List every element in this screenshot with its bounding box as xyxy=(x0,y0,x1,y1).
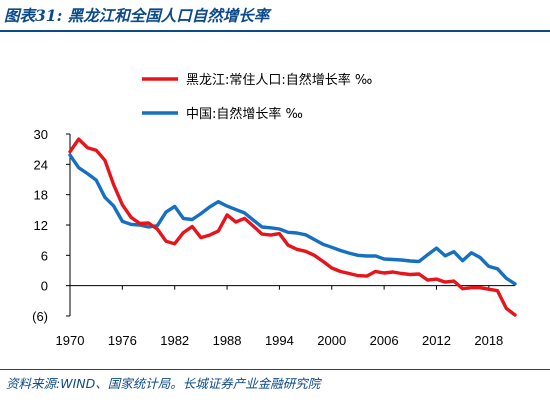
y-tick-label: 18 xyxy=(34,188,48,203)
legend-label: 黑龙江:常住人口:自然增长率 ‰ xyxy=(186,72,372,88)
x-tick-label: 1982 xyxy=(160,333,189,348)
legend-label: 中国:自然增长率 ‰ xyxy=(186,106,303,122)
legend: 黑龙江:常住人口:自然增长率 ‰ 中国:自然增长率 ‰ xyxy=(142,72,372,122)
series-layer xyxy=(68,137,517,317)
x-tick-label: 2012 xyxy=(422,333,451,348)
source-divider xyxy=(0,369,550,370)
title-divider xyxy=(0,30,550,32)
y-tick-label: (6) xyxy=(32,309,48,324)
y-tick-label: 6 xyxy=(41,248,48,263)
x-tick-label: 1970 xyxy=(56,333,85,348)
legend-item-heilongjiang: 黑龙江:常住人口:自然增长率 ‰ xyxy=(142,72,372,88)
y-tick-label: 0 xyxy=(41,279,48,294)
legend-item-china: 中国:自然增长率 ‰ xyxy=(142,106,303,122)
x-tick-label: 1976 xyxy=(108,333,137,348)
series-line-heilongjiang xyxy=(68,137,517,317)
x-tick-label: 2000 xyxy=(317,333,346,348)
x-tick-label: 1988 xyxy=(213,333,242,348)
series-line-china xyxy=(68,153,517,286)
source-note: 资料来源:WIND、国家统计局。长城证券产业金融研究院 xyxy=(6,376,321,391)
x-tick-label: 1994 xyxy=(265,333,294,348)
x-tick-label: 2018 xyxy=(474,333,503,348)
y-tick-label: 30 xyxy=(34,127,48,142)
y-tick-label: 24 xyxy=(34,157,48,172)
y-tick-label: 12 xyxy=(34,218,48,233)
axes: (6) 0 6 12 18 24 30 1970 1976 1982 1988 1994 2000 200… xyxy=(32,127,515,348)
chart-title: 图表31: 黑龙江和全国人口自然增长率 xyxy=(4,6,270,25)
x-tick-label: 2006 xyxy=(370,333,399,348)
